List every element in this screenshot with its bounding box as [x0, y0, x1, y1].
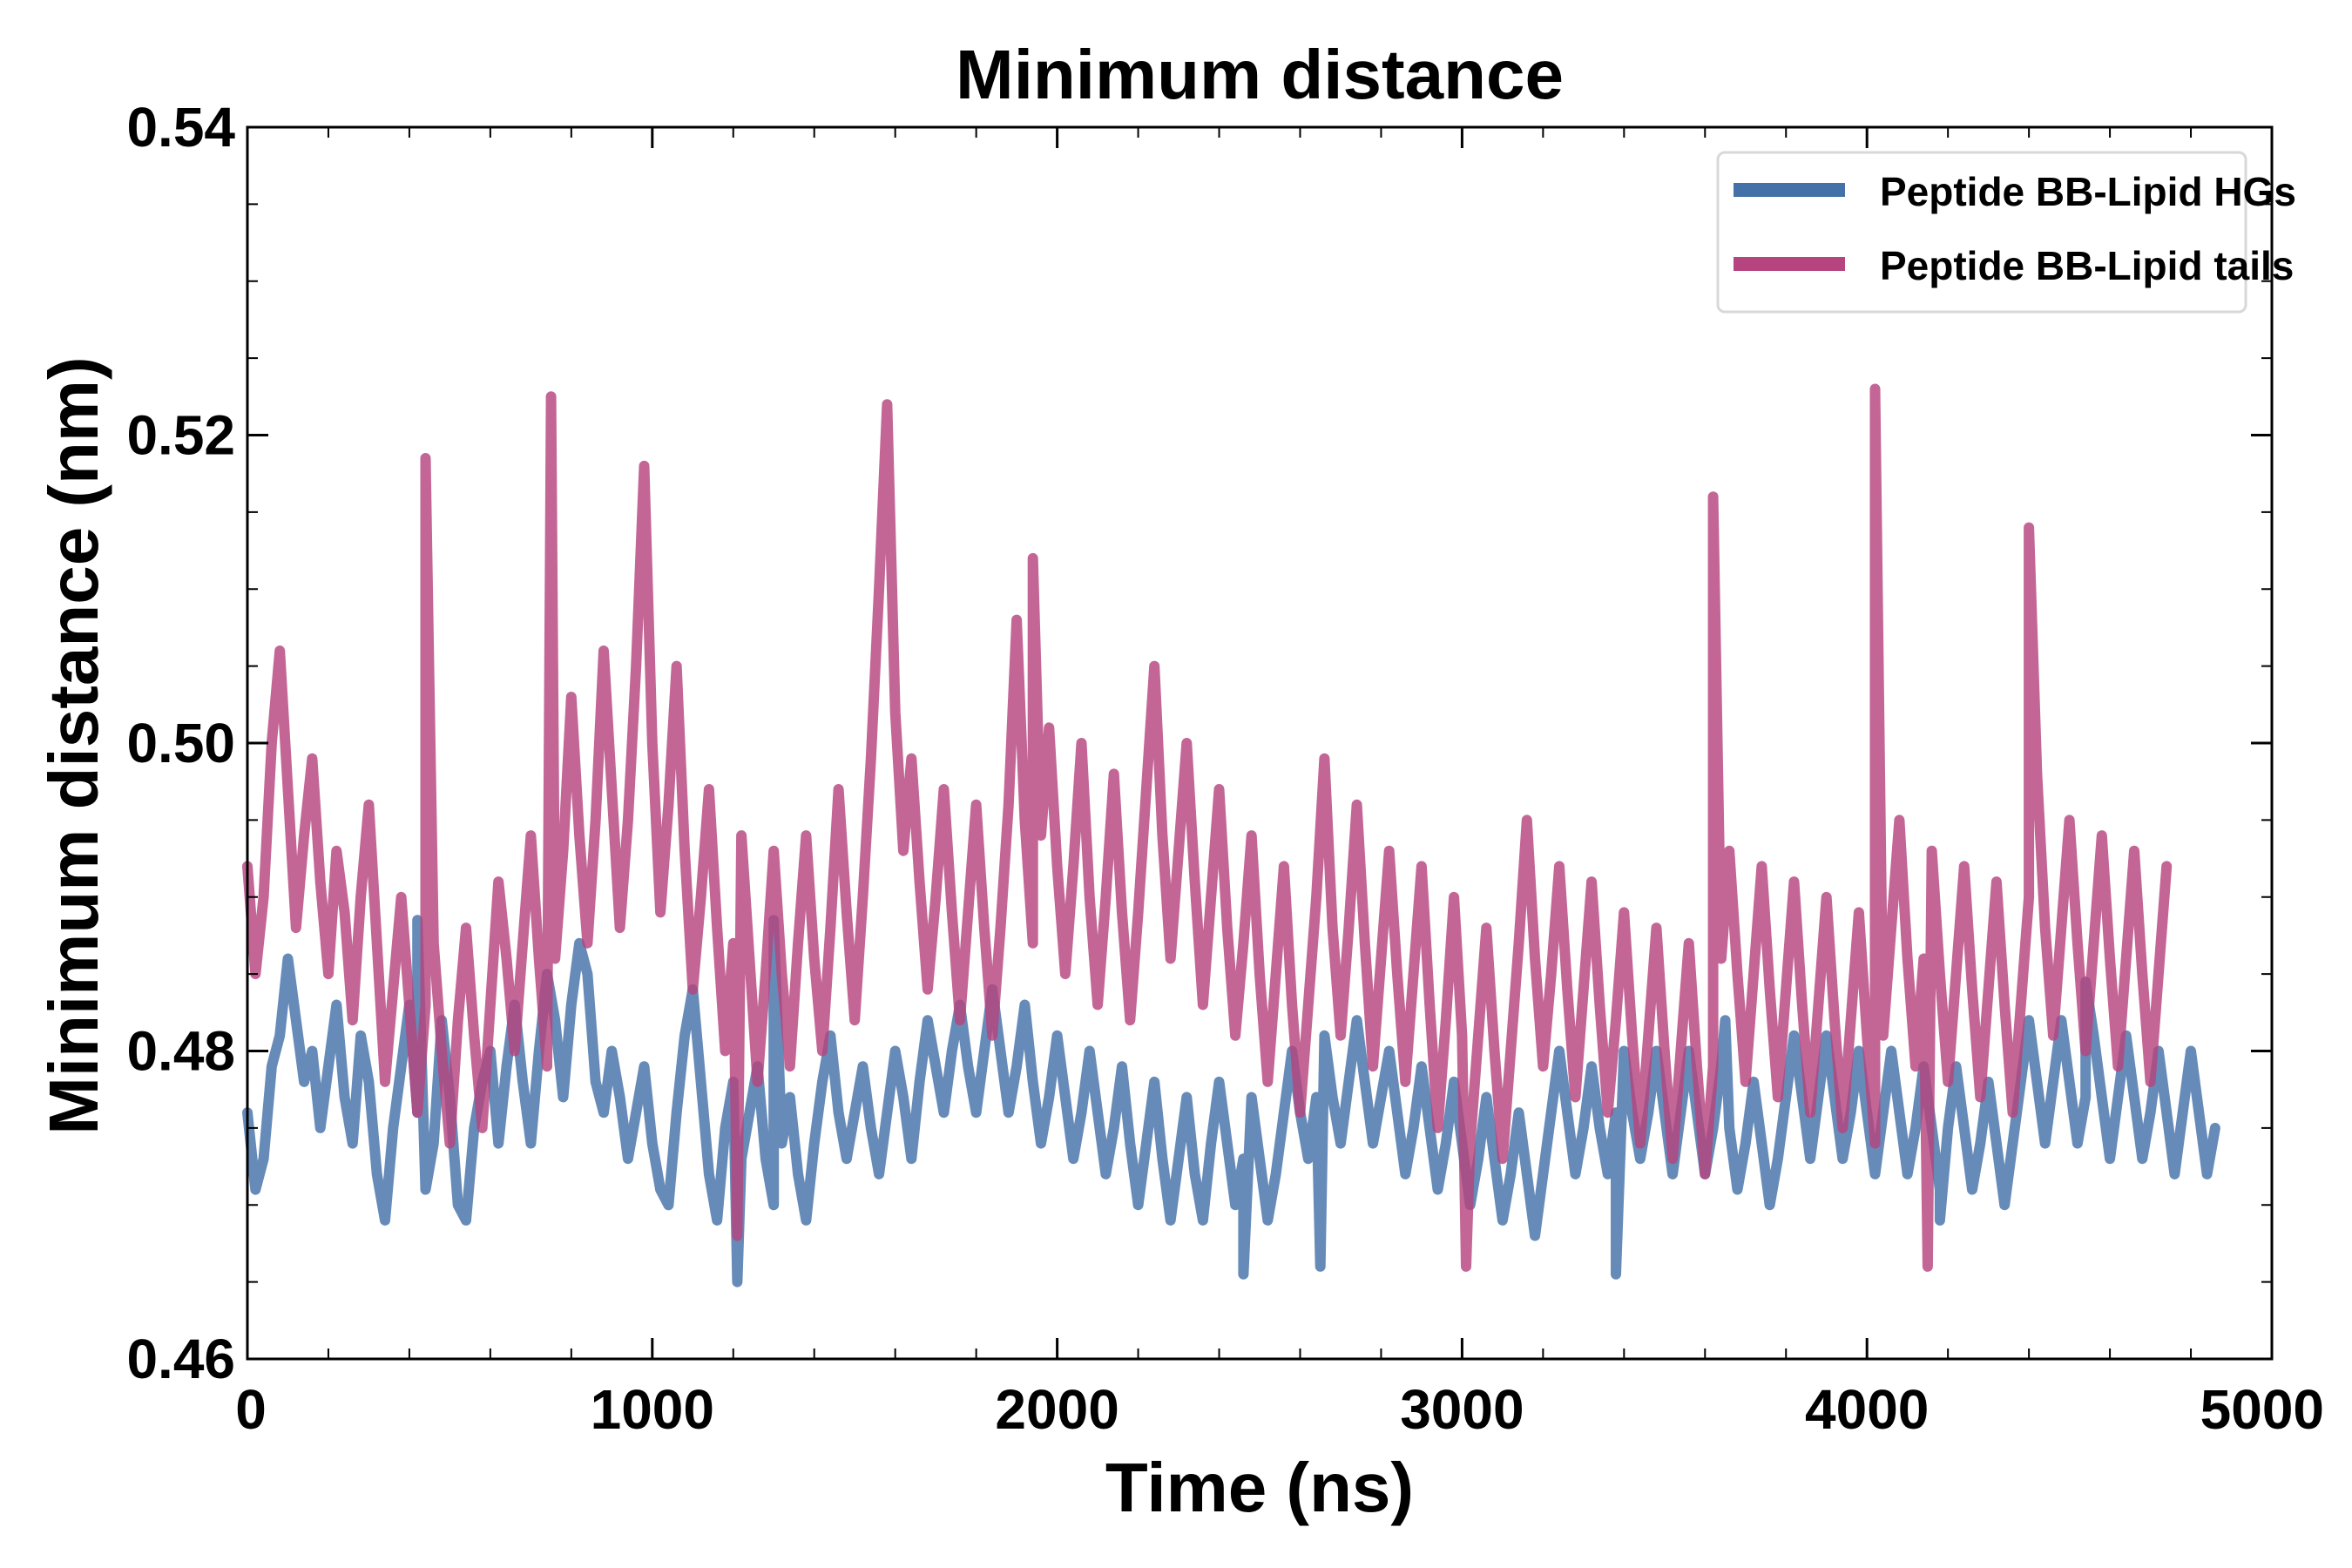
- x-tick-label: 0: [235, 1378, 267, 1441]
- y-tick-label: 0.46: [126, 1328, 235, 1390]
- y-axis-label: Minimum distance (nm): [35, 356, 112, 1134]
- legend: Peptide BB-Lipid HGs Peptide BB-Lipid ta…: [1716, 151, 2296, 314]
- y-tick-label: 0.52: [126, 404, 235, 467]
- x-tick-label: 2000: [995, 1378, 1119, 1441]
- legend-label-hgs: Peptide BB-Lipid HGs: [1880, 169, 2296, 214]
- series-line-0: [242, 915, 2220, 1288]
- series-line-1: [242, 383, 2173, 1272]
- y-tick-label: 0.50: [126, 712, 235, 774]
- plot-frame: [246, 125, 2274, 1361]
- plot-area: [242, 125, 2274, 1361]
- chart-title: Minimum distance: [956, 36, 1564, 113]
- y-tick-labels: 0.46 0.48 0.50 0.52 0.54: [126, 96, 235, 1390]
- x-tick-label: 3000: [1400, 1378, 1524, 1441]
- x-tick-label: 1000: [591, 1378, 714, 1441]
- x-tick-labels: 0 1000 2000 3000 4000 5000: [235, 1378, 2324, 1441]
- y-tick-label: 0.54: [126, 96, 235, 159]
- series-layer: [242, 383, 2220, 1288]
- x-axis-label: Time (ns): [1105, 1449, 1414, 1526]
- x-tick-label: 4000: [1805, 1378, 1929, 1441]
- legend-box: [1716, 151, 2247, 314]
- legend-label-tails: Peptide BB-Lipid tails: [1880, 243, 2294, 288]
- y-tick-label: 0.48: [126, 1020, 235, 1083]
- x-tick-label: 5000: [2200, 1378, 2324, 1441]
